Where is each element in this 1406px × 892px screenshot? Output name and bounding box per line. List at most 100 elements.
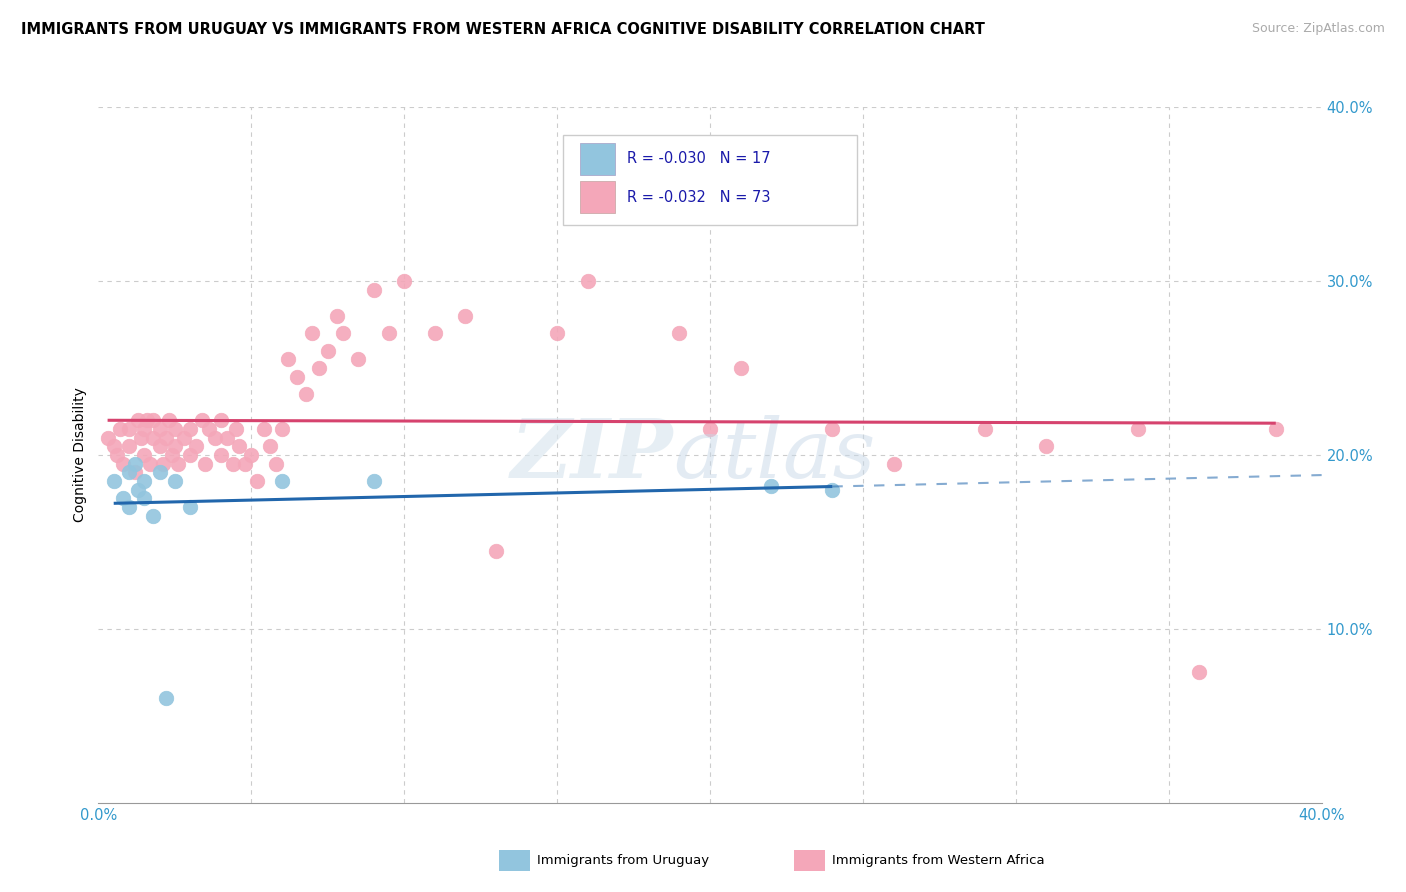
Point — [152, 457, 174, 471]
Point — [347, 352, 370, 367]
Point — [157, 413, 180, 427]
Text: atlas: atlas — [673, 415, 876, 495]
Point — [204, 431, 226, 445]
Point — [127, 413, 149, 427]
Point — [392, 274, 416, 288]
Point — [142, 413, 165, 427]
Point — [821, 422, 844, 436]
Point — [378, 326, 401, 340]
Point — [363, 283, 385, 297]
Point — [316, 343, 339, 358]
Point — [111, 457, 134, 471]
Point — [103, 439, 125, 453]
Point — [308, 360, 330, 375]
Point — [222, 457, 245, 471]
Point — [240, 448, 263, 462]
Text: Immigrants from Western Africa: Immigrants from Western Africa — [832, 855, 1045, 867]
Point — [197, 422, 219, 436]
Point — [332, 326, 354, 340]
Point — [270, 474, 292, 488]
Point — [295, 387, 318, 401]
Point — [228, 439, 250, 453]
Point — [124, 457, 146, 471]
Point — [194, 457, 217, 471]
Point — [191, 413, 214, 427]
Point — [974, 422, 997, 436]
Point — [326, 309, 349, 323]
Text: ZIP: ZIP — [510, 415, 673, 495]
Point — [759, 479, 782, 493]
Point — [277, 352, 299, 367]
Point — [270, 422, 292, 436]
Point — [163, 439, 186, 453]
Point — [134, 422, 156, 436]
Point — [155, 431, 177, 445]
Point — [155, 691, 177, 706]
Bar — [581, 144, 614, 175]
Point — [209, 413, 232, 427]
Bar — [581, 181, 614, 213]
Point — [142, 431, 165, 445]
Text: Source: ZipAtlas.com: Source: ZipAtlas.com — [1251, 22, 1385, 36]
Point — [105, 448, 128, 462]
Point — [730, 360, 752, 375]
Point — [118, 422, 141, 436]
Point — [259, 439, 281, 453]
Point — [1128, 422, 1150, 436]
Point — [167, 457, 190, 471]
Point — [149, 422, 172, 436]
Point — [883, 457, 905, 471]
Point — [124, 466, 146, 480]
Point — [699, 422, 721, 436]
Point — [1035, 439, 1057, 453]
Point — [163, 422, 186, 436]
Point — [225, 422, 247, 436]
Point — [246, 474, 269, 488]
Point — [576, 274, 599, 288]
Point — [215, 431, 238, 445]
Point — [163, 474, 186, 488]
Point — [209, 448, 232, 462]
Point — [179, 422, 201, 436]
Point — [1264, 422, 1286, 436]
Point — [285, 369, 308, 384]
Point — [179, 448, 201, 462]
Point — [363, 474, 385, 488]
Point — [118, 466, 141, 480]
Point — [129, 431, 152, 445]
Point — [149, 466, 172, 480]
Point — [186, 439, 208, 453]
Point — [821, 483, 844, 497]
Point — [108, 422, 131, 436]
Point — [160, 448, 183, 462]
Point — [423, 326, 446, 340]
Point — [264, 457, 287, 471]
Text: Immigrants from Uruguay: Immigrants from Uruguay — [537, 855, 709, 867]
Text: R = -0.032   N = 73: R = -0.032 N = 73 — [627, 190, 770, 204]
Point — [103, 474, 125, 488]
Point — [1188, 665, 1211, 680]
Y-axis label: Cognitive Disability: Cognitive Disability — [73, 387, 87, 523]
Point — [252, 422, 274, 436]
Point — [485, 543, 508, 558]
Text: IMMIGRANTS FROM URUGUAY VS IMMIGRANTS FROM WESTERN AFRICA COGNITIVE DISABILITY C: IMMIGRANTS FROM URUGUAY VS IMMIGRANTS FR… — [21, 22, 986, 37]
Point — [301, 326, 323, 340]
Point — [454, 309, 477, 323]
Point — [142, 508, 165, 523]
Point — [668, 326, 690, 340]
Point — [118, 439, 141, 453]
Point — [149, 439, 172, 453]
Point — [173, 431, 195, 445]
Point — [134, 474, 156, 488]
Point — [134, 448, 156, 462]
Point — [118, 500, 141, 514]
FancyBboxPatch shape — [564, 135, 856, 226]
Point — [546, 326, 568, 340]
Point — [134, 491, 156, 506]
Point — [179, 500, 201, 514]
Point — [233, 457, 256, 471]
Point — [97, 431, 120, 445]
Point — [139, 457, 162, 471]
Point — [127, 483, 149, 497]
Point — [111, 491, 134, 506]
